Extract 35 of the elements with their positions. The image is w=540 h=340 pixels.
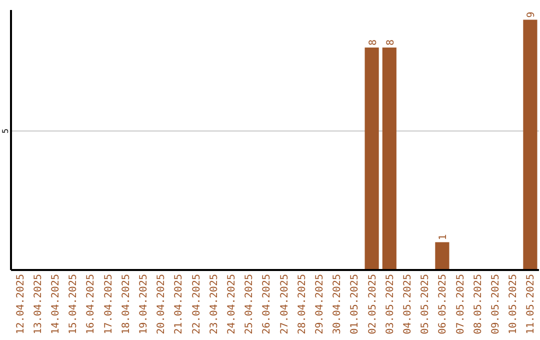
x-tick-label: 23.04.2025	[208, 274, 220, 334]
x-tick-label: 26.04.2025	[262, 274, 273, 334]
x-tick-label: 27.04.2025	[279, 274, 290, 334]
x-tick-label: 22.04.2025	[191, 274, 202, 334]
x-tick-label: 08.05.2025	[472, 274, 484, 334]
x-tick-label: 14.04.2025	[50, 274, 62, 334]
x-tick-label: 15.04.2025	[68, 274, 80, 334]
x-tick-label: 21.04.2025	[174, 274, 185, 334]
x-tick-label: 24.04.2025	[226, 274, 238, 334]
x-tick-label: 28.04.2025	[296, 274, 308, 334]
data-label: 8	[368, 40, 379, 46]
x-tick-label: 10.05.2025	[508, 274, 520, 334]
x-tick-label: 09.05.2025	[490, 274, 502, 334]
x-tick-label: 20.04.2025	[156, 274, 168, 334]
x-tick-label: 18.04.2025	[120, 274, 132, 334]
x-tick-label: 01.05.2025	[350, 274, 361, 334]
x-tick-label: 16.04.2025	[86, 274, 97, 334]
data-label: 9	[526, 12, 538, 18]
x-tick-label: 07.05.2025	[455, 274, 466, 334]
x-tick-label: 11.05.2025	[526, 274, 537, 334]
x-tick-label: 06.05.2025	[438, 274, 449, 334]
data-label: 8	[385, 40, 396, 46]
x-tick-label: 19.04.2025	[138, 274, 150, 334]
x-tick-label: 12.04.2025	[15, 274, 26, 334]
x-tick-label: 02.05.2025	[367, 274, 378, 334]
x-tick-label: 17.04.2025	[103, 274, 114, 334]
x-tick-label: 04.05.2025	[402, 274, 414, 334]
data-label: 1	[438, 234, 450, 240]
x-tick-label: 29.04.2025	[314, 274, 326, 334]
x-tick-label: 03.05.2025	[384, 274, 396, 334]
ref-line-label: 5	[1, 128, 10, 134]
x-tick-label: 13.04.2025	[32, 274, 44, 334]
x-tick-label: 05.05.2025	[420, 274, 432, 334]
x-tick-label: 25.04.2025	[244, 274, 256, 334]
x-tick-label: 30.04.2025	[332, 274, 344, 334]
